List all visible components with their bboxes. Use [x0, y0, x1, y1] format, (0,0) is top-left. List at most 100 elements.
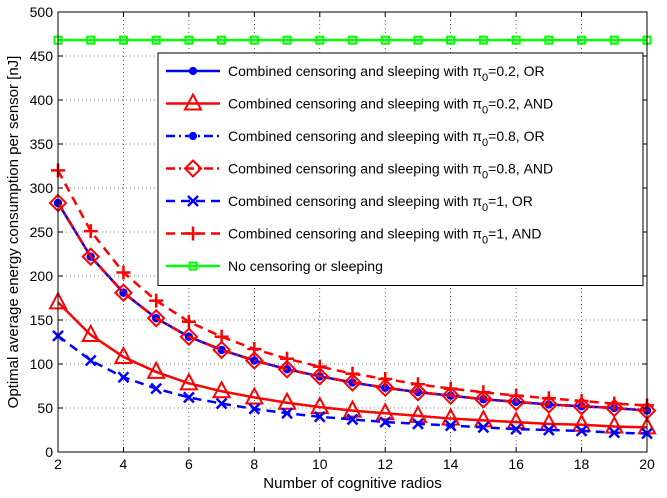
data-point — [186, 226, 200, 241]
legend-label: No censoring or sleeping — [228, 258, 383, 274]
legend-label: Combined censoring and sleeping with π0=… — [228, 226, 541, 247]
data-point-stroke — [117, 371, 130, 384]
data-point — [572, 396, 591, 416]
series-7 — [53, 35, 652, 45]
data-point — [477, 421, 490, 434]
data-point — [113, 345, 134, 364]
x-tick-label: 2 — [54, 456, 62, 472]
legend-label-subscript: 0 — [482, 202, 488, 214]
data-point-stroke — [248, 402, 261, 415]
data-point — [281, 407, 293, 420]
y-tick-label: 450 — [30, 48, 54, 64]
y-tick-label: 50 — [37, 400, 53, 416]
data-point — [114, 283, 133, 303]
legend-label-text: Combined censoring and sleeping with π — [228, 128, 482, 144]
data-point-stroke — [84, 354, 97, 367]
series-line — [57, 301, 648, 429]
y-tick-label: 500 — [30, 4, 54, 20]
data-point — [249, 35, 259, 45]
data-point — [214, 329, 229, 344]
data-point — [248, 402, 261, 415]
data-point — [310, 366, 330, 386]
data-point-stroke — [379, 416, 392, 428]
data-point — [544, 35, 554, 45]
data-point — [183, 391, 195, 404]
legend-label-text: Combined censoring and sleeping with π — [228, 63, 482, 79]
data-point — [86, 35, 96, 45]
data-point — [83, 224, 98, 239]
legend-label-subscript: 0 — [482, 235, 488, 247]
data-point — [378, 371, 393, 386]
legend-label-text: Combined censoring and sleeping with π — [228, 226, 482, 242]
data-point — [183, 159, 203, 178]
data-point — [539, 395, 559, 414]
y-tick-label: 300 — [30, 180, 54, 196]
y-tick-label: 200 — [30, 268, 54, 284]
data-point — [413, 35, 423, 45]
data-point — [212, 340, 232, 360]
x-tick-label: 12 — [377, 456, 393, 472]
data-point-stroke — [313, 410, 326, 423]
x-tick-label: 6 — [185, 456, 193, 472]
data-point — [179, 372, 199, 391]
data-point — [444, 419, 457, 432]
x-tick-label: 20 — [639, 456, 655, 472]
data-point — [478, 35, 488, 45]
data-point — [247, 342, 262, 357]
legend-item: Combined censoring and sleeping with π0=… — [166, 128, 545, 149]
y-tick-label: 250 — [30, 224, 54, 240]
legend-label: Combined censoring and sleeping with π0=… — [228, 63, 545, 84]
data-point — [345, 366, 360, 381]
data-point — [343, 373, 362, 392]
data-point — [149, 293, 164, 308]
data-point — [116, 265, 131, 280]
data-point-stroke — [346, 413, 359, 426]
data-point — [313, 410, 326, 423]
data-point — [188, 131, 198, 141]
data-point — [342, 399, 363, 418]
data-point-stroke — [575, 424, 588, 437]
data-point — [375, 378, 395, 398]
legend-label-text: Combined censoring and sleeping with π — [228, 193, 482, 209]
data-point — [575, 424, 588, 437]
data-point — [412, 417, 424, 430]
legend-item: Combined censoring and sleeping with π0=… — [166, 159, 553, 182]
data-point-stroke — [281, 407, 293, 420]
data-point-stroke — [608, 426, 621, 439]
data-point — [410, 377, 425, 392]
data-point — [506, 392, 526, 412]
data-point — [511, 35, 521, 45]
series-6 — [51, 163, 654, 413]
legend-item: No censoring or sleeping — [166, 258, 383, 274]
data-point — [604, 398, 624, 418]
data-point — [217, 35, 227, 45]
legend-item: Combined censoring and sleeping with π0=… — [166, 193, 533, 214]
data-point — [150, 382, 163, 395]
x-tick-label: 16 — [508, 456, 524, 472]
data-point — [310, 395, 330, 415]
data-point — [607, 396, 622, 411]
legend-label-subscript: 0 — [482, 105, 488, 117]
legend-label-suffix: =0.8, AND — [488, 161, 553, 177]
legend-label-text: Combined censoring and sleeping with π — [228, 161, 482, 177]
data-point — [81, 247, 101, 267]
data-point — [84, 354, 97, 367]
legend-label-text: No censoring or sleeping — [228, 258, 383, 274]
data-point — [446, 35, 456, 45]
y-tick-label: 0 — [45, 444, 53, 460]
x-tick-label: 18 — [574, 456, 590, 472]
legend-label: Combined censoring and sleeping with π0=… — [228, 193, 533, 214]
data-point — [348, 35, 357, 45]
series-group — [48, 35, 657, 440]
data-point — [346, 413, 359, 426]
data-point — [244, 351, 264, 370]
legend-box — [157, 52, 644, 286]
x-tick-label: 14 — [443, 456, 459, 472]
data-point-stroke — [477, 421, 490, 434]
legend-label-suffix: =0.8, OR — [488, 128, 544, 144]
data-point — [574, 393, 589, 408]
legend-label-text: Combined censoring and sleeping with π — [228, 96, 482, 112]
data-point-stroke — [412, 417, 424, 430]
data-point — [187, 195, 199, 207]
